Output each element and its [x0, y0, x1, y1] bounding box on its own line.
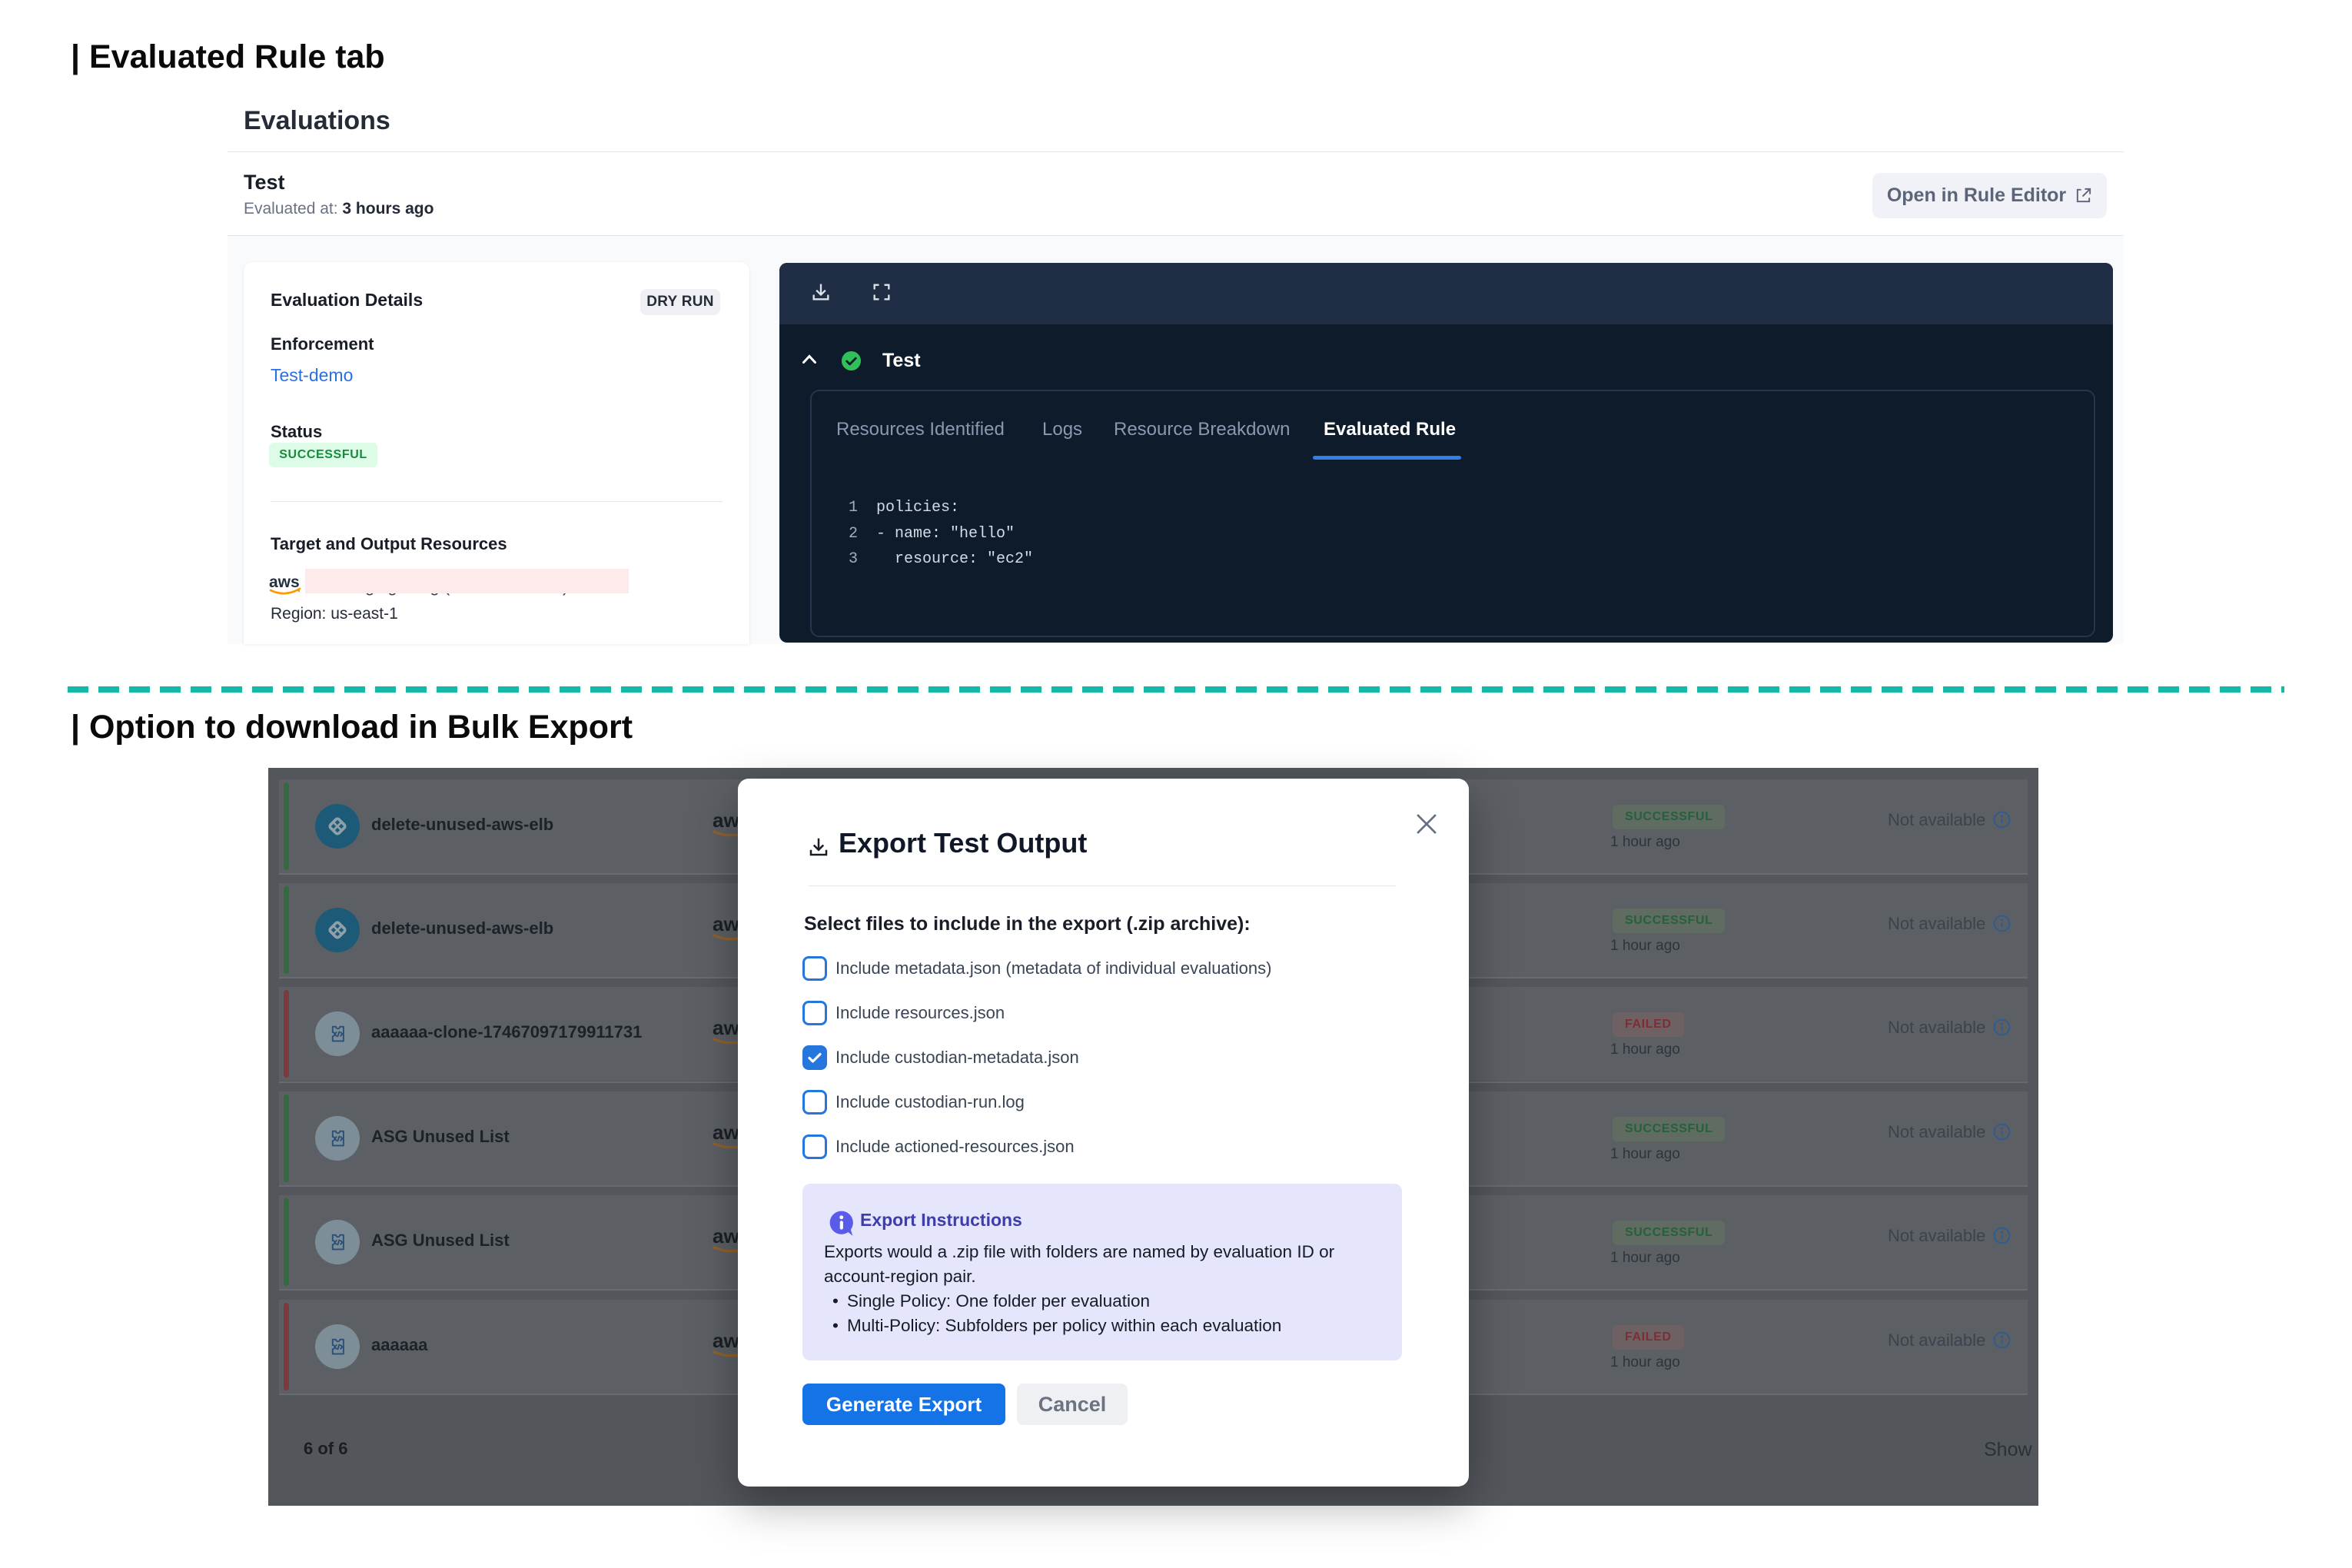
svg-text:aws: aws: [269, 573, 300, 591]
